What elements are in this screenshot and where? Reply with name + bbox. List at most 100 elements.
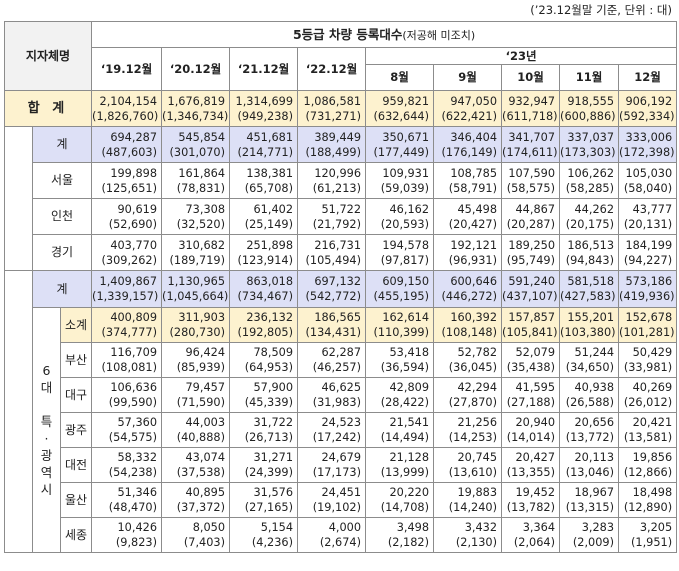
table-cell: 21,256 (14,253)	[433, 412, 503, 448]
row-label-daejeon: 대전	[59, 447, 93, 483]
cell-subvalue: (20,287)	[506, 217, 556, 231]
cell-subvalue: (54,238)	[108, 466, 158, 479]
cell-value: 21,128	[389, 451, 430, 464]
cell-subvalue: (1,339,157)	[92, 290, 159, 303]
table-row-six-sum: 6 대 특 · 광 역 시 소계 400,809 (374,777) 311,903 (280,73…	[5, 307, 678, 553]
cell-value: 20,220	[389, 486, 430, 499]
table-cell: 44,262 (20,175)	[559, 198, 620, 235]
table-cell: 3,498 (2,182)	[365, 517, 435, 553]
cell-value: 24,679	[321, 451, 362, 464]
table-cell: 189,250 (95,749)	[501, 234, 561, 271]
cell-value: 906,192	[625, 94, 673, 108]
col-header-2: ‘21.12월	[229, 47, 299, 91]
cell-subvalue: (31,983)	[312, 396, 362, 409]
cell-value: 5,154	[260, 521, 294, 534]
cell-value: 152,678	[625, 311, 673, 324]
cell-value: 333,006	[625, 130, 673, 144]
cell-value: 42,809	[389, 381, 430, 394]
cell-subvalue: (13,772)	[565, 431, 615, 444]
col-header-0: ‘19.12월	[91, 47, 163, 91]
table-cell: 19,452 (13,782)	[501, 482, 561, 518]
cell-value: 21,256	[457, 416, 498, 429]
cell-subvalue: (4,236)	[251, 536, 294, 549]
table-cell: 350,671 (177,449)	[365, 126, 435, 163]
cell-value: 20,421	[632, 416, 673, 429]
cell-subvalue: (101,281)	[619, 326, 675, 339]
title-note: (저공해 미조치)	[402, 28, 476, 42]
table-cell: 863,018 (734,467)	[229, 270, 299, 308]
cell-subvalue: (52,690)	[108, 217, 158, 231]
row-label-daegu: 대구	[59, 377, 93, 413]
cell-value: 194,578	[382, 238, 430, 252]
cell-subvalue: (14,494)	[380, 431, 430, 444]
cell-subvalue: (437,107)	[502, 290, 558, 303]
cell-value: 19,856	[632, 451, 673, 464]
cell-subvalue: (1,045,664)	[162, 290, 229, 303]
col-header-7: 11월	[559, 64, 620, 91]
table-cell: 24,679 (17,173)	[297, 447, 367, 483]
table-cell: 337,037 (173,303)	[559, 126, 620, 163]
table-cell: 1,086,581 (731,271)	[297, 90, 367, 127]
cell-value: 51,722	[321, 202, 362, 216]
cell-subvalue: (374,777)	[101, 326, 158, 339]
table-cell: 109,931 (59,039)	[365, 162, 435, 199]
table-cell: 19,856 (12,866)	[618, 447, 678, 483]
cell-value: 19,883	[457, 486, 498, 499]
cell-value: 600,646	[450, 275, 498, 288]
col-header-6: 10월	[501, 64, 561, 91]
cell-value: 161,864	[178, 166, 226, 180]
table-cell: 106,262 (58,285)	[559, 162, 620, 199]
cell-value: 106,262	[567, 166, 615, 180]
cell-subvalue: (189,719)	[169, 253, 226, 267]
col-header-4: 8월	[365, 64, 435, 91]
table-cell: 24,451 (19,102)	[297, 482, 367, 518]
cell-subvalue: (27,165)	[244, 501, 294, 514]
table-cell: 20,745 (13,610)	[433, 447, 503, 483]
cell-subvalue: (36,594)	[380, 361, 430, 374]
cell-value: 109,931	[382, 166, 430, 180]
cell-subvalue: (309,262)	[101, 253, 158, 267]
cell-subvalue: (192,805)	[237, 326, 294, 339]
table-cell: 62,287 (46,257)	[297, 342, 367, 378]
table-cell: 18,967 (13,315)	[559, 482, 620, 518]
cell-value: 31,576	[253, 486, 294, 499]
table-cell: 236,132 (192,805)	[229, 307, 299, 343]
cell-subvalue: (12,890)	[623, 501, 673, 514]
cell-subvalue: (20,593)	[380, 217, 430, 231]
cell-value: 337,037	[567, 130, 615, 144]
row-label-ulsan: 울산	[59, 482, 93, 518]
cell-subvalue: (734,467)	[237, 290, 294, 303]
table-cell: 609,150 (455,195)	[365, 270, 435, 308]
table-cell: 310,682 (189,719)	[161, 234, 231, 271]
cell-value: 105,030	[625, 166, 673, 180]
cell-subvalue: (427,583)	[560, 290, 616, 303]
table-cell: 157,857 (105,841)	[501, 307, 561, 343]
table-cell: 2,104,154 (1,826,760)	[91, 90, 163, 127]
table-cell: 79,457 (71,590)	[161, 377, 231, 413]
cell-value: 581,518	[567, 275, 615, 288]
table-cell: 20,113 (13,046)	[559, 447, 620, 483]
cell-value: 350,671	[382, 130, 430, 144]
cell-value: 400,809	[110, 311, 158, 324]
cell-subvalue: (65,708)	[244, 181, 294, 195]
table-cell: 155,201 (103,380)	[559, 307, 620, 343]
table-cell: 216,731 (105,494)	[297, 234, 367, 271]
table-cell: 138,381 (65,708)	[229, 162, 299, 199]
col-header-8: 12월	[618, 64, 678, 91]
cell-subvalue: (35,438)	[506, 361, 556, 374]
cell-subvalue: (94,227)	[623, 253, 673, 267]
table-cell: 45,498 (20,427)	[433, 198, 503, 235]
table-cell: 46,162 (20,593)	[365, 198, 435, 235]
cell-value: 18,967	[574, 486, 615, 499]
cell-value: 932,947	[508, 94, 556, 108]
table-row-nonmetro-sum: 계 1,409,867 (1,339,157) 1,130,965 (1,045,664…	[4, 270, 678, 553]
table-cell: 21,541 (14,494)	[365, 412, 435, 448]
cell-value: 1,314,699	[235, 94, 294, 108]
table-row-daejeon: 대전 58,332 (54,238) 43,074 (37,538) 31,271 (24,…	[5, 447, 678, 483]
cell-subvalue: (61,213)	[312, 181, 362, 195]
table-cell: 162,614 (110,399)	[365, 307, 435, 343]
cell-subvalue: (54,575)	[108, 431, 158, 444]
table-cell: 545,854 (301,070)	[161, 126, 231, 163]
cell-subvalue: (103,380)	[560, 326, 616, 339]
table-cell: 42,294 (27,870)	[433, 377, 503, 413]
